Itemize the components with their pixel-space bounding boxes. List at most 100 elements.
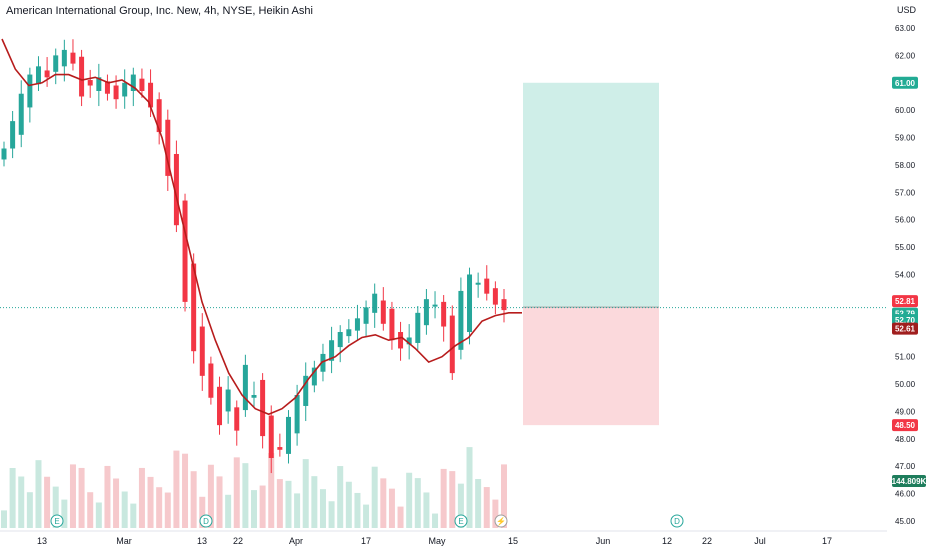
volume-bar <box>475 479 482 528</box>
volume-bar <box>268 453 275 528</box>
price-tag-target: 61.00 <box>892 76 918 89</box>
volume-bar <box>285 480 292 528</box>
volume-bar <box>26 492 33 528</box>
candle <box>294 395 300 434</box>
time-axis: 13 Mar 13 22 Apr 17 May 15 Jun 12 22 Jul 17 <box>0 530 887 546</box>
volume-bar <box>259 485 266 528</box>
volume-bar <box>319 489 326 528</box>
candle <box>492 288 498 305</box>
x-tick-label: Mar <box>116 536 132 546</box>
y-tick-label: 48.00 <box>895 435 916 444</box>
volume-bar <box>449 471 456 528</box>
y-tick-label: 60.00 <box>895 106 916 115</box>
candle <box>380 300 386 324</box>
y-tick-label: 59.00 <box>895 134 916 143</box>
volume-bar <box>371 466 378 528</box>
price-tag-label: 52.61 <box>895 325 916 334</box>
candle <box>234 407 240 431</box>
volume-bar <box>466 447 473 528</box>
volume-bar <box>138 467 145 528</box>
volume-bar <box>147 476 154 528</box>
candle <box>337 332 343 348</box>
volume-bar <box>345 481 352 528</box>
stop-zone[interactable] <box>523 307 659 426</box>
x-tick-label: 12 <box>662 536 672 546</box>
y-tick-label: 47.00 <box>895 462 916 471</box>
currency-label: USD <box>897 5 917 15</box>
volume-bar <box>87 492 94 528</box>
candle <box>156 99 162 133</box>
ma-line <box>1 38 522 416</box>
y-tick-label: 63.00 <box>895 24 916 33</box>
candle <box>277 447 283 450</box>
volume-bar <box>311 476 318 528</box>
volume-bar <box>423 492 430 528</box>
volume-bar <box>173 450 180 528</box>
candle <box>44 70 50 78</box>
dividend-marker[interactable]: D <box>670 514 684 528</box>
volume-bar <box>483 487 490 528</box>
candle <box>1 148 7 160</box>
split-marker[interactable]: ⚡ <box>494 514 508 528</box>
volume-bar <box>216 476 223 528</box>
y-tick-label: 55.00 <box>895 243 916 252</box>
y-tick-label: 51.00 <box>895 353 916 362</box>
volume-bar <box>199 496 206 528</box>
event-markers: E D E ⚡ D <box>50 514 684 528</box>
volume-bar <box>294 493 301 528</box>
target-zone[interactable] <box>523 82 659 308</box>
y-tick-label: 49.00 <box>895 407 916 416</box>
volume-bar <box>276 479 283 528</box>
candle <box>191 263 197 352</box>
candles <box>1 39 507 474</box>
x-tick-label: 15 <box>508 536 518 546</box>
candle <box>104 81 110 94</box>
candle <box>467 274 473 333</box>
volume-bar <box>69 464 76 528</box>
volume-bar <box>190 471 197 528</box>
candle <box>320 353 326 372</box>
candle <box>27 74 33 108</box>
volume-bar <box>397 506 404 528</box>
x-tick-label: 22 <box>233 536 243 546</box>
candle <box>449 315 455 374</box>
x-tick-label: Apr <box>289 536 303 546</box>
marker-label: D <box>203 517 209 526</box>
earnings-marker[interactable]: E <box>454 514 468 528</box>
dividend-marker[interactable]: D <box>199 514 213 528</box>
candle <box>484 278 490 294</box>
x-tick-label: 17 <box>822 536 832 546</box>
candle <box>70 52 76 64</box>
candle <box>329 340 335 361</box>
price-tag-volume: 144.809K <box>892 475 927 487</box>
earnings-marker[interactable]: E <box>50 514 64 528</box>
ma-line-group <box>1 38 522 416</box>
volume-bar <box>251 490 257 528</box>
x-tick-label: 13 <box>197 536 207 546</box>
volume-bar <box>242 463 249 528</box>
x-tick-label: 13 <box>37 536 47 546</box>
chart-title: American International Group, Inc. New, … <box>6 5 313 17</box>
candle <box>363 307 369 324</box>
candle <box>441 301 447 327</box>
volume-bar <box>61 499 68 528</box>
candle <box>354 318 360 331</box>
volume-bar <box>354 492 361 528</box>
volume-bar <box>52 486 59 528</box>
candle <box>96 77 102 91</box>
y-tick-label: 62.00 <box>895 51 916 60</box>
x-tick-label: 17 <box>361 536 371 546</box>
candle <box>311 367 317 386</box>
candle <box>182 200 188 302</box>
volume-bar <box>388 488 395 528</box>
volume-bar <box>78 467 85 528</box>
candle <box>415 312 421 343</box>
price-tag-ma: 52.61 <box>892 322 918 335</box>
volume-bar <box>406 472 413 528</box>
y-tick-label: 58.00 <box>895 161 916 170</box>
candle <box>35 66 41 85</box>
volume-bar <box>492 499 499 528</box>
volume-bar <box>35 460 42 528</box>
